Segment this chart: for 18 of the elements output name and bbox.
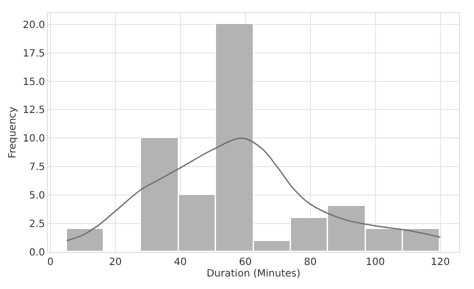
y-tick-label: 15.0 [22, 76, 45, 88]
x-tick-label: 120 [430, 257, 450, 268]
y-axis-title: Frequency [8, 106, 19, 158]
x-tick-label: 60 [239, 257, 252, 268]
y-tick-label: 0.0 [29, 248, 45, 258]
y-tick-label: 12.5 [22, 105, 45, 116]
y-tick-label: 2.5 [29, 219, 45, 230]
x-tick-label: 80 [304, 257, 317, 268]
y-tick-label: 10.0 [22, 134, 45, 145]
y-tick-label: 5.0 [29, 190, 45, 202]
x-tick-label: 0 [47, 257, 54, 268]
y-tick-label: 17.5 [22, 48, 45, 60]
x-axis-title: Duration (Minutes) [206, 268, 300, 280]
x-tick-label: 100 [366, 257, 385, 268]
x-tick-label: 20 [109, 257, 122, 268]
x-tick-label: 40 [174, 257, 187, 268]
y-tick-label: 7.5 [29, 162, 45, 174]
y-tick-label: 20.0 [22, 20, 45, 31]
